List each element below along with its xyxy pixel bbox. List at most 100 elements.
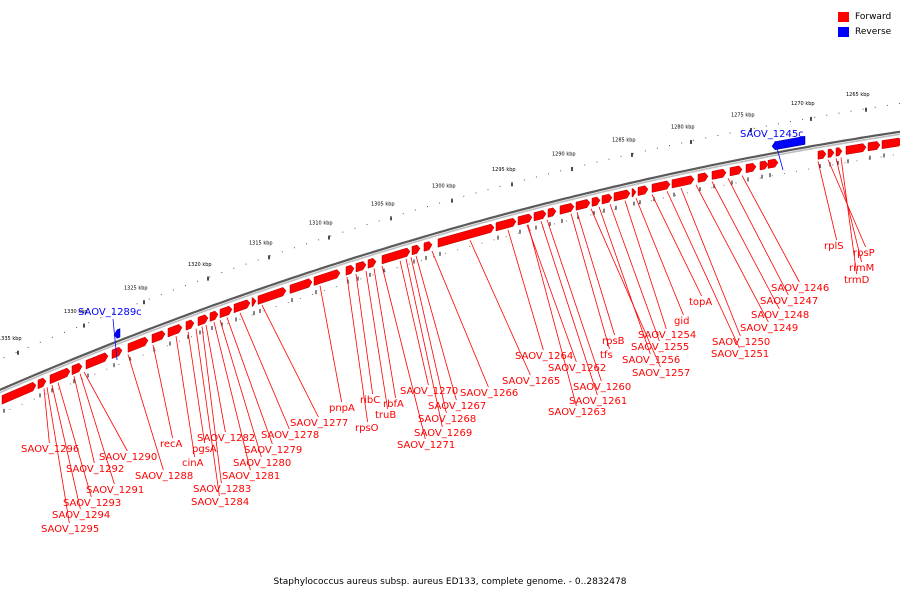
forward-gene-block: [835, 147, 843, 157]
forward-gene-block: [729, 165, 743, 177]
scale-tick-label: 1310 kbp: [309, 221, 333, 227]
forward-label-leader: [410, 257, 447, 414]
reverse-swatch: [838, 26, 849, 37]
forward-label-leader: [127, 354, 164, 471]
forward-label-leader: [576, 211, 615, 336]
forward-gene-label: SAOV_1271: [397, 440, 455, 451]
scale-dot: [741, 130, 743, 132]
forward-gene-label: SAOV_1269: [414, 428, 472, 439]
forward-gene-block: [209, 310, 219, 322]
forward-gene-label: SAOV_1294: [52, 510, 110, 521]
scale-dot: [414, 209, 416, 211]
inner-scale-dot: [408, 263, 410, 265]
gene-tick: [535, 225, 537, 230]
inner-scale-dot: [759, 177, 761, 179]
gene-tick: [673, 192, 675, 197]
scale-tick-label: 1265 kbp: [846, 92, 870, 98]
scale-tick-label: 1305 kbp: [371, 201, 395, 207]
scale-dot: [753, 127, 755, 129]
forward-gene-block: [601, 193, 613, 205]
gene-tick: [253, 311, 255, 316]
scale-dot: [233, 267, 235, 269]
inner-scale-dot: [662, 197, 664, 199]
forward-gene-block: [613, 189, 631, 202]
inner-scale-dot: [687, 192, 689, 194]
inner-scale-dot: [892, 154, 894, 156]
forward-gene-label: SAOV_1292: [66, 464, 124, 475]
forward-label-leader: [239, 312, 290, 430]
gene-tick: [169, 341, 171, 346]
forward-label-leader: [57, 382, 92, 498]
scale-dot: [293, 247, 295, 249]
inner-scale-dot: [9, 408, 11, 410]
scale-dot: [705, 137, 707, 139]
scale-tick-mark: [207, 276, 209, 281]
inner-scale-dot: [554, 223, 555, 225]
forward-gene-block: [185, 319, 195, 331]
forward-label-leader: [346, 276, 368, 423]
scale-dot: [560, 170, 562, 172]
forward-gene-block: [533, 210, 547, 222]
scale-dot: [378, 220, 380, 222]
gene-tick: [497, 235, 499, 240]
inner-scale-dot: [275, 306, 277, 308]
legend-forward-label: Forward: [855, 11, 892, 22]
forward-label-leader: [695, 184, 769, 323]
forward-gene-block: [85, 352, 109, 370]
forward-gene-label: SAOV_1265: [502, 376, 560, 387]
scale-dot: [572, 167, 574, 169]
forward-label-leader: [527, 224, 577, 407]
gene-tick: [383, 268, 385, 273]
forward-label-leader: [205, 324, 226, 433]
forward-gene-label: SAOV_1263: [548, 407, 606, 418]
forward-gene-block: [559, 203, 575, 215]
inner-scale-dot: [191, 336, 192, 338]
inner-scale-dot: [433, 256, 434, 258]
forward-label-leader: [635, 197, 684, 316]
forward-gene-block: [313, 269, 341, 286]
forward-gene-label: SAOV_1248: [751, 310, 809, 321]
scale-dot: [475, 192, 477, 194]
scale-dot: [681, 142, 683, 144]
inner-scale-dot: [541, 226, 543, 228]
forward-label-leader: [43, 388, 50, 444]
forward-label-leader: [609, 204, 660, 342]
forward-gene-block: [637, 185, 649, 196]
forward-gene-block: [167, 324, 183, 338]
scale-dot: [451, 199, 453, 201]
scale-dot: [15, 351, 17, 353]
legend-reverse: Reverse: [838, 24, 891, 39]
gene-tick: [549, 221, 551, 226]
forward-gene-label: SAOV_1270: [400, 386, 458, 397]
scale-tick-mark: [143, 300, 145, 305]
scale-dot: [608, 158, 610, 160]
scale-dot: [3, 357, 5, 359]
forward-gene-label: SAOV_1278: [261, 430, 319, 441]
inner-scale-dot: [33, 398, 35, 400]
inner-scale-dot: [517, 232, 519, 234]
scale-dot: [88, 322, 90, 324]
forward-gene-label: SAOV_1260: [573, 382, 631, 393]
gene-tick: [291, 298, 293, 303]
reverse-gene-label: SAOV_1245c: [740, 129, 804, 140]
gene-tick: [639, 200, 641, 205]
scale-dot: [402, 213, 404, 215]
gene-tick: [369, 272, 371, 277]
scale-dot: [100, 317, 102, 319]
forward-gene-label: pnpA: [329, 403, 355, 414]
scale-tick-label: 1295 kbp: [492, 167, 516, 173]
forward-gene-label: SAOV_1255: [631, 342, 689, 353]
gene-tick: [837, 160, 839, 165]
forward-label-leader: [187, 331, 205, 444]
scale-dot: [160, 294, 162, 296]
scale-dot: [342, 231, 344, 233]
inner-scale-dot: [251, 314, 253, 316]
scale-dot: [427, 206, 428, 208]
forward-gene-block: [151, 330, 166, 344]
scale-tick-label: 1320 kbp: [188, 262, 212, 268]
forward-gene-label: SAOV_1280: [233, 458, 291, 469]
forward-gene-block: [671, 175, 695, 189]
forward-gene-block: [71, 362, 83, 376]
forward-label-leader: [46, 387, 70, 524]
scale-dot: [245, 263, 247, 265]
